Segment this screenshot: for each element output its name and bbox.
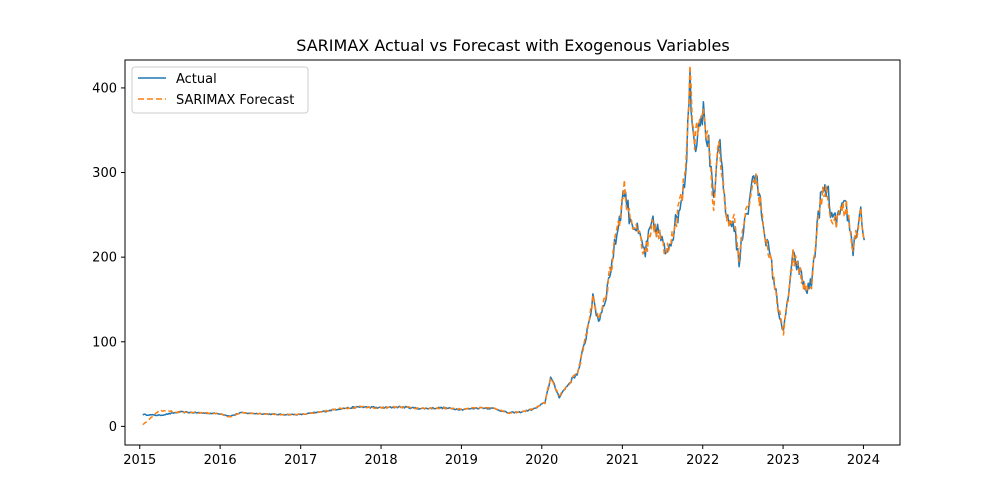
legend-label-forecast: SARIMAX Forecast <box>176 93 294 108</box>
y-tick-label: 0 <box>109 420 117 435</box>
plot-frame <box>124 59 901 446</box>
y-tick-label: 300 <box>92 166 117 181</box>
x-tick-label: 2017 <box>284 453 317 468</box>
y-tick-label: 200 <box>92 251 117 266</box>
y-tick-label: 400 <box>92 81 117 96</box>
x-tick-label: 2024 <box>847 453 880 468</box>
y-tick-label: 100 <box>92 335 117 350</box>
x-tick-label: 2020 <box>525 453 558 468</box>
x-tick-label: 2015 <box>123 453 156 468</box>
x-tick-label: 2021 <box>606 453 639 468</box>
x-tick-label: 2019 <box>445 453 478 468</box>
axes <box>124 59 901 446</box>
series-layer <box>142 64 866 426</box>
series-line-actual <box>142 68 866 418</box>
x-tick-label: 2018 <box>365 453 398 468</box>
chart-title: SARIMAX Actual vs Forecast with Exogenou… <box>296 36 729 55</box>
y-axis: 0 100 200 300 400 <box>92 81 125 435</box>
x-tick-label: 2022 <box>686 453 719 468</box>
legend-box <box>131 66 309 114</box>
legend: Actual SARIMAX Forecast <box>131 66 309 114</box>
x-tick-label: 2023 <box>767 453 800 468</box>
series-line-forecast <box>142 64 866 426</box>
legend-label-actual: Actual <box>176 72 217 87</box>
x-tick-label: 2016 <box>204 453 237 468</box>
x-axis: 2015 2016 2017 2018 2019 2020 2021 2022 2023 2024 <box>123 445 880 468</box>
